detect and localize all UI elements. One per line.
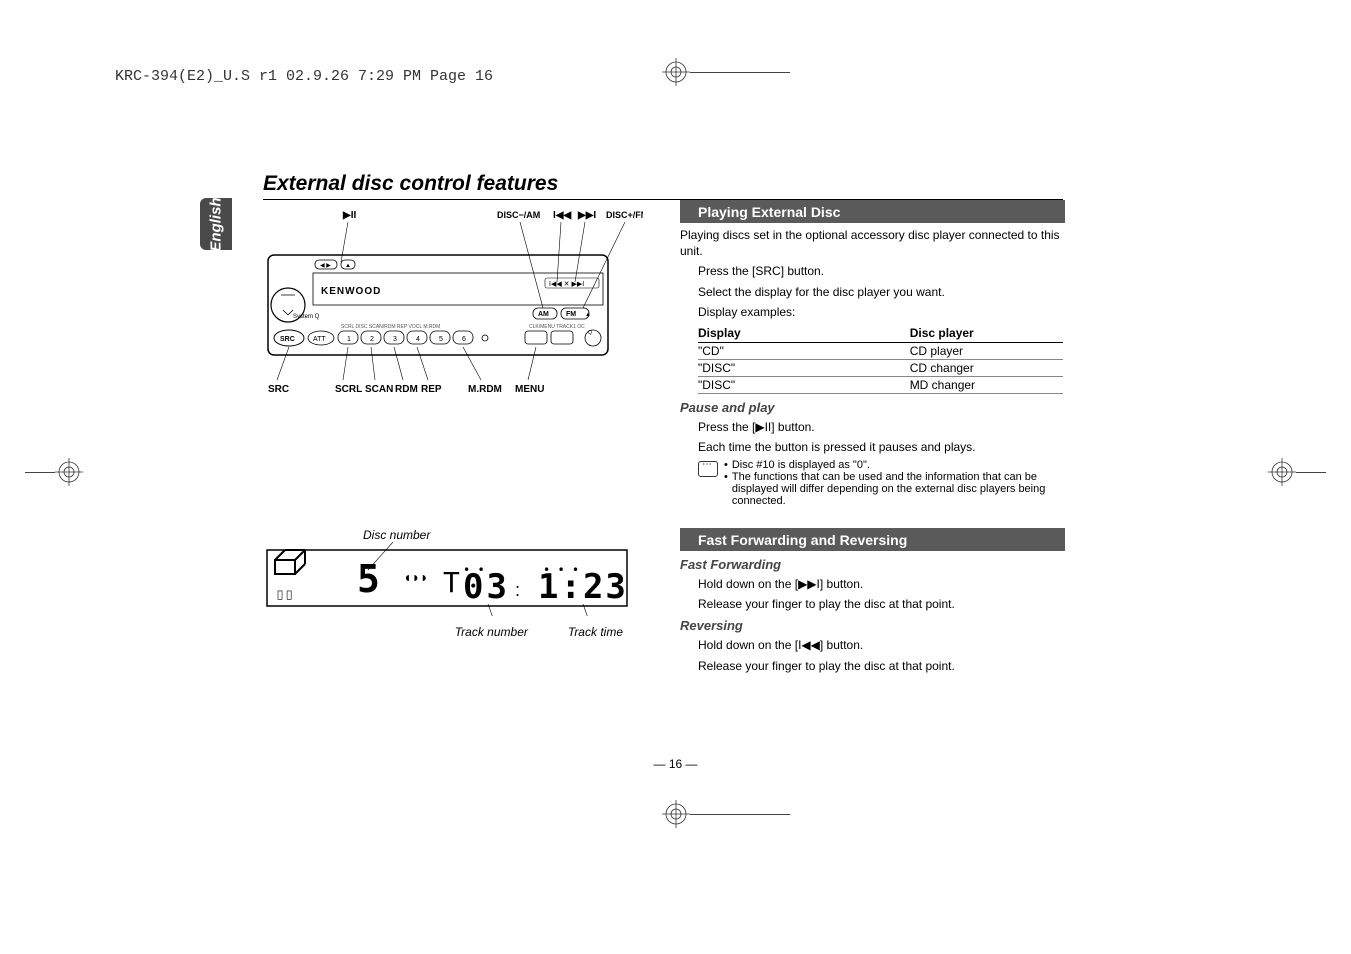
- registration-mark-bottom: [662, 800, 690, 828]
- section-title-ffr: Fast Forwarding and Reversing: [680, 528, 1065, 551]
- svg-text:MENU: MENU: [515, 384, 544, 395]
- svg-text:▲: ▲: [585, 312, 591, 318]
- svg-text:T: T: [443, 566, 460, 599]
- reg-bar-top: [690, 72, 790, 73]
- svg-text:RDM: RDM: [395, 384, 418, 395]
- page-number: — 16 —: [0, 757, 1351, 771]
- note-icon: [698, 461, 718, 477]
- svg-text:◖◗◗: ◖◗◗: [403, 569, 428, 585]
- svg-text:KENWOOD: KENWOOD: [321, 286, 381, 297]
- pause-step: Press the [▶II] button.: [680, 419, 1065, 435]
- label-next: ▶▶I: [577, 210, 596, 221]
- registration-mark-left: [55, 458, 83, 486]
- cell: "CD": [698, 342, 910, 359]
- svg-text:▮ ▮: ▮ ▮: [277, 589, 292, 601]
- svg-text:03: 03: [463, 567, 510, 607]
- rev-sub: Release your finger to play the disc at …: [680, 658, 1065, 674]
- svg-text:AM: AM: [538, 311, 549, 318]
- cell: "DISC": [698, 359, 910, 376]
- svg-text:SCRL DISC SCAN/RDM RE: SCRL DISC SCAN/RDM REP VOCL M.RDM: [341, 324, 440, 330]
- svg-text:2: 2: [370, 336, 374, 343]
- device-diagram: ▶II DISC−/AM I◀◀ ▶▶I DISC+/FM ◀ ▶ ▲ KENW…: [263, 200, 643, 410]
- th-display: Display: [698, 324, 910, 343]
- display-table: Display Disc player "CD"CD player "DISC"…: [698, 324, 1063, 394]
- track-time-label: Track time: [568, 625, 623, 639]
- reg-bar-left: [25, 472, 55, 473]
- th-player: Disc player: [910, 324, 1063, 343]
- playing-external-disc-section: Playing External Disc Playing discs set …: [680, 200, 1065, 507]
- svg-text:System Q: System Q: [293, 314, 320, 320]
- section-title-playing: Playing External Disc: [680, 200, 1065, 223]
- display-examples-label: Display examples:: [680, 304, 1065, 320]
- track-number-label: Track number: [455, 625, 528, 639]
- svg-text:I◀◀ ✕ ▶▶I: I◀◀ ✕ ▶▶I: [549, 281, 584, 288]
- svg-text:1: 1: [347, 336, 351, 343]
- svg-text:M.RDM: M.RDM: [468, 384, 502, 395]
- cell: CD player: [910, 342, 1063, 359]
- registration-mark-top: [662, 58, 690, 86]
- note-block: Disc #10 is displayed as "0". The functi…: [680, 459, 1065, 507]
- fast-forward-section: Fast Forwarding and Reversing Fast Forwa…: [680, 528, 1065, 678]
- language-tab: English: [200, 198, 232, 250]
- playing-step1-sub: Select the display for the disc player y…: [680, 284, 1065, 300]
- page-title: External disc control features: [263, 172, 1063, 200]
- svg-text:FM: FM: [566, 311, 576, 318]
- label-prev: I◀◀: [553, 210, 571, 221]
- svg-text::: :: [515, 580, 520, 600]
- rev-heading: Reversing: [680, 618, 1065, 633]
- label-play-pause: ▶II: [342, 210, 356, 221]
- ff-sub: Release your finger to play the disc at …: [680, 596, 1065, 612]
- svg-text:Q: Q: [588, 330, 592, 336]
- disc-number-label: Disc number: [263, 528, 643, 542]
- svg-text:SCAN: SCAN: [365, 384, 393, 395]
- cell: CD changer: [910, 359, 1063, 376]
- note-1: Disc #10 is displayed as "0".: [732, 459, 870, 471]
- pause-play-heading: Pause and play: [680, 400, 1065, 415]
- svg-text:SCRL: SCRL: [335, 384, 362, 395]
- reg-bar-right: [1296, 472, 1326, 473]
- rev-step: Hold down on the [I◀◀] button.: [680, 637, 1065, 653]
- svg-text:5: 5: [357, 557, 382, 601]
- svg-text:▲: ▲: [345, 263, 351, 269]
- svg-text:6: 6: [462, 336, 466, 343]
- language-tab-label: English: [208, 197, 225, 251]
- label-disc-minus: DISC−/AM: [497, 210, 540, 220]
- note-2: The functions that can be used and the i…: [732, 471, 1065, 507]
- svg-text:SRC: SRC: [280, 336, 295, 343]
- ff-heading: Fast Forwarding: [680, 557, 1065, 572]
- svg-text:REP: REP: [421, 384, 442, 395]
- svg-text:4: 4: [416, 336, 420, 343]
- svg-text:SRC: SRC: [268, 384, 289, 395]
- playing-intro: Playing discs set in the optional access…: [680, 227, 1065, 259]
- cell: "DISC": [698, 376, 910, 393]
- registration-mark-right: [1268, 458, 1296, 486]
- pause-sub: Each time the button is pressed it pause…: [680, 439, 1065, 455]
- cell: MD changer: [910, 376, 1063, 393]
- reg-bar-bottom: [690, 814, 790, 815]
- svg-text:CLK/MENU TRACK1 OC: CLK/MENU TRACK1 OC: [529, 324, 585, 330]
- print-header: KRC-394(E2)_U.S r1 02.9.26 7:29 PM Page …: [115, 68, 493, 85]
- label-disc-plus: DISC+/FM: [606, 210, 643, 220]
- svg-text:5: 5: [439, 336, 443, 343]
- lcd-display-diagram: Disc number ▮ ▮ 5 ◖◗◗ T • • 03 : • • • 1…: [263, 528, 643, 639]
- svg-text:1:23: 1:23: [538, 567, 628, 607]
- svg-text:ATT: ATT: [313, 336, 326, 343]
- svg-text:3: 3: [393, 336, 397, 343]
- ff-step: Hold down on the [▶▶I] button.: [680, 576, 1065, 592]
- preset-buttons: 1 2 3 4 5 6: [338, 331, 473, 344]
- svg-text:◀ ▶: ◀ ▶: [320, 263, 331, 269]
- playing-step1: Press the [SRC] button.: [680, 263, 1065, 279]
